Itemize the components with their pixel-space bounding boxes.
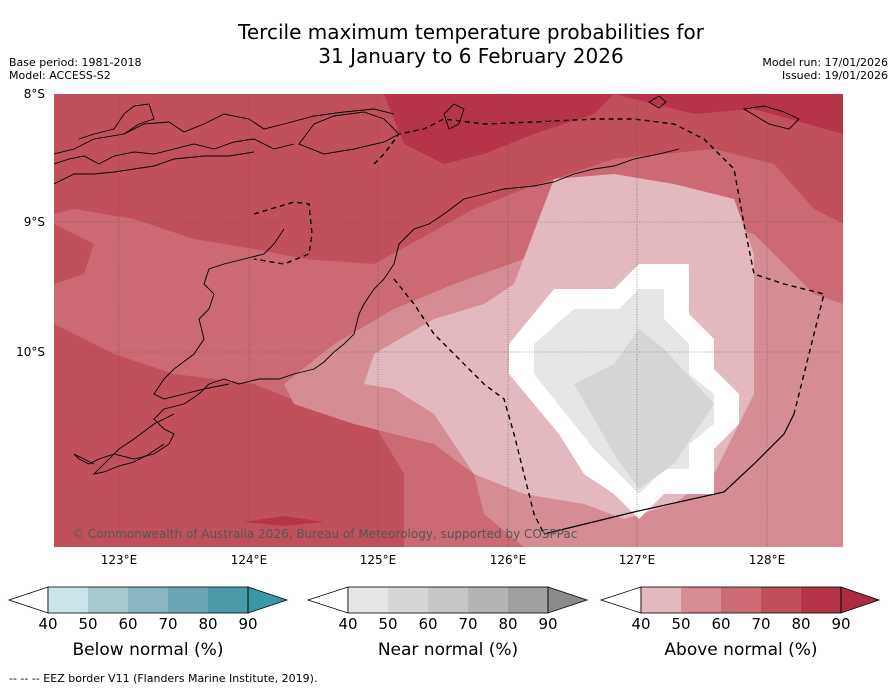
colorbar-high-arrow [547, 586, 589, 614]
region-above-80-90-south [244, 516, 324, 526]
model-name: Model: ACCESS-S2 [9, 69, 111, 82]
colorbar-tick-label: 60 [418, 615, 438, 633]
colorbar-tick-label: 50 [78, 615, 98, 633]
lon-label-126e: 126°E [489, 553, 527, 567]
colorbar-segment [681, 587, 721, 613]
colorbar-2 [306, 586, 589, 614]
colorbar-title: Above normal (%) [664, 640, 818, 660]
lat-label-8s: 8°S [23, 87, 45, 101]
region-above-70-80-west [54, 224, 94, 284]
colorbar-tick-label: 80 [498, 615, 518, 633]
colorbar-tick-label: 80 [198, 615, 218, 633]
colorbar-segment [388, 587, 428, 613]
colorbar-tick-label: 50 [671, 615, 691, 633]
lat-label-10s: 10°S [16, 345, 45, 359]
colorbar-tick-label: 70 [751, 615, 771, 633]
colorbar-tick-label: 40 [338, 615, 358, 633]
title-line-1: Tercile maximum temperature probabilitie… [238, 20, 704, 44]
region-above-80-90-north [384, 94, 843, 164]
colorbars [7, 586, 881, 614]
colorbar-tick-label: 60 [711, 615, 731, 633]
colorbar-high-arrow [840, 586, 881, 614]
eez-border-west [393, 278, 545, 535]
colorbar-segment [761, 587, 801, 613]
lon-label-128e: 128°E [748, 553, 786, 567]
graticule [54, 94, 843, 547]
colorbar-segment [208, 587, 248, 613]
eez-border-south [543, 413, 795, 535]
colorbar-outline [640, 586, 842, 614]
region-above-70-80-north [54, 94, 843, 264]
colorbar-outline [347, 586, 549, 614]
colorbar-tick-label: 80 [791, 615, 811, 633]
title-line-2: 31 January to 6 February 2026 [318, 44, 624, 68]
colorbar-segment [348, 587, 388, 613]
colorbar-segment [801, 587, 841, 613]
colorbar-tick-label: 50 [378, 615, 398, 633]
base-period: Base period: 1981-2018 [9, 56, 142, 69]
lon-label-127e: 127°E [618, 553, 656, 567]
colorbar-low-arrow [599, 586, 642, 614]
colorbar-tick-label: 60 [118, 615, 138, 633]
colorbar-segment [641, 587, 681, 613]
metadata-left: Base period: 1981-2018 Model: ACCESS-S2 [9, 56, 141, 82]
colorbar-segment [721, 587, 761, 613]
colorbar-segment [468, 587, 508, 613]
issued-date: Issued: 19/01/2026 [781, 69, 888, 82]
colorbar-tick-label: 90 [238, 615, 258, 633]
colorbar-segment [428, 587, 468, 613]
metadata-right: Model run: 17/01/2026 Issued: 19/01/2026 [762, 56, 888, 82]
colorbar-tick-label: 40 [631, 615, 651, 633]
eez-border-north [373, 118, 825, 415]
region-above-70-80-south [54, 324, 404, 547]
colorbar-3 [599, 586, 881, 614]
colorbar-tick-label: 70 [458, 615, 478, 633]
colorbar-segment [508, 587, 548, 613]
colorbar-outline [47, 586, 249, 614]
colorbar-1 [7, 586, 289, 614]
copyright-text: © Commonwealth of Australia 2026, Bureau… [72, 527, 577, 541]
chart-title: Tercile maximum temperature probabilitie… [0, 20, 896, 68]
colorbar-tick-label: 90 [538, 615, 558, 633]
colorbar-low-arrow [7, 586, 49, 614]
lat-label-9s: 9°S [23, 215, 45, 229]
colorbar-tick-label: 70 [158, 615, 178, 633]
colorbar-segment [48, 587, 88, 613]
lon-label-123e: 123°E [100, 553, 138, 567]
colorbar-title: Below normal (%) [72, 640, 224, 660]
lon-label-125e: 125°E [359, 553, 397, 567]
colorbar-segment [168, 587, 208, 613]
colorbar-segment [128, 587, 168, 613]
colorbar-tick-label: 90 [831, 615, 851, 633]
colorbar-low-arrow [306, 586, 349, 614]
colorbar-tick-label: 40 [38, 615, 58, 633]
colorbar-high-arrow [247, 586, 289, 614]
colorbar-title: Near normal (%) [377, 640, 519, 660]
region-near-60-70 [574, 329, 714, 489]
probability-map: © Commonwealth of Australia 2026, Bureau… [54, 94, 843, 547]
lon-label-124e: 124°E [230, 553, 268, 567]
colorbar-segment [88, 587, 128, 613]
model-run: Model run: 17/01/2026 [762, 56, 888, 69]
eez-legend-footer: -- -- -- EEZ border V11 (Flanders Marine… [9, 672, 318, 685]
